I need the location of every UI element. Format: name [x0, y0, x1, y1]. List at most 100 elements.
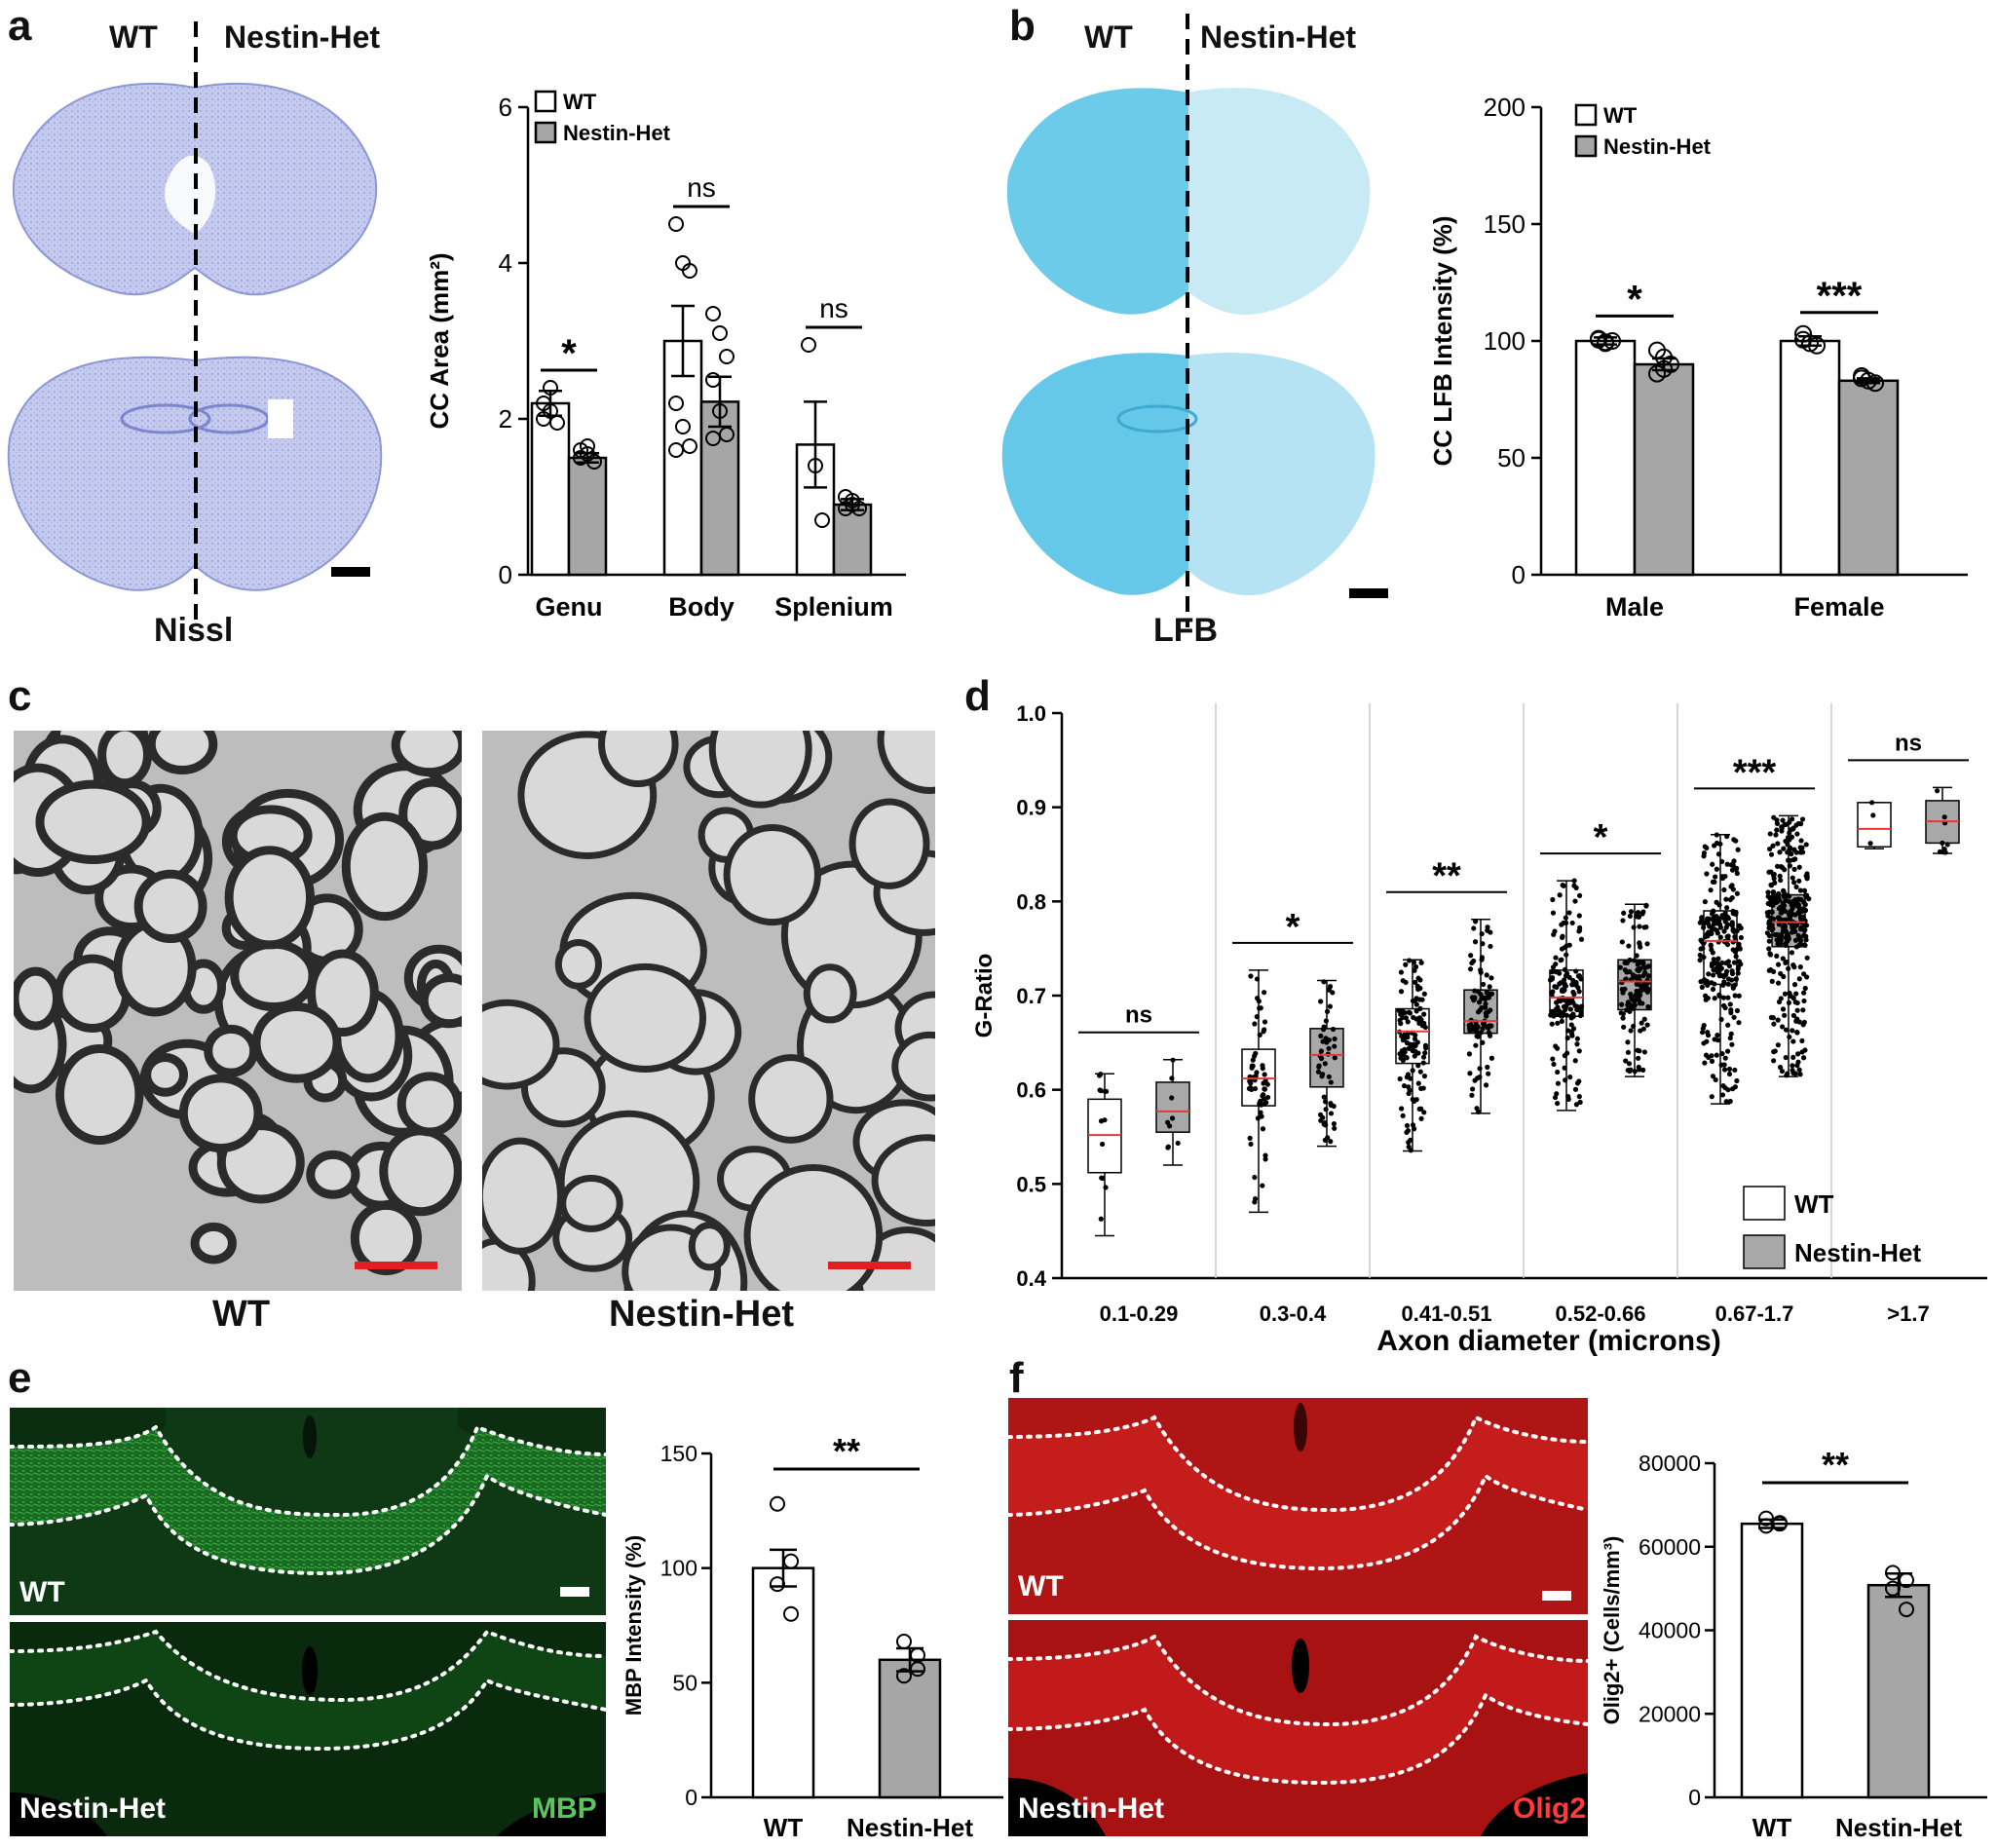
data-point: [1620, 918, 1626, 924]
data-point: [1775, 863, 1781, 869]
data-point: [1417, 1069, 1423, 1075]
data-point: [1316, 1063, 1322, 1069]
data-point: [1403, 962, 1409, 967]
significance-label: *: [561, 332, 577, 375]
data-point: [1766, 846, 1773, 852]
data-point: [1487, 984, 1492, 990]
data-point: [1778, 904, 1784, 910]
olig2-het-label: Nestin-Het: [1018, 1792, 1165, 1825]
data-point: [1566, 974, 1572, 980]
data-point: [1576, 913, 1582, 919]
data-point: [1248, 1080, 1254, 1086]
data-point: [1725, 1048, 1731, 1054]
data-point: [1262, 1086, 1268, 1092]
bar-wt: [751, 1566, 815, 1799]
olig2-marker-label: Olig2: [1513, 1792, 1587, 1825]
y-tick-label: 4: [499, 248, 512, 278]
data-point: [1768, 966, 1774, 973]
data-point: [1711, 957, 1716, 962]
data-point: [1735, 970, 1741, 976]
data-point: [1549, 1021, 1555, 1027]
legend-label: WT: [1603, 103, 1638, 128]
data-point: [1330, 990, 1336, 996]
data-point: [1550, 1056, 1556, 1062]
data-point: [1780, 817, 1786, 823]
data-point: [1262, 1027, 1267, 1033]
myelinated-axon: [391, 731, 462, 777]
data-point: [1554, 999, 1560, 1005]
data-point: [1868, 800, 1875, 806]
data-point: [1730, 985, 1736, 991]
data-point: [1804, 955, 1810, 961]
data-point: [1790, 1054, 1796, 1060]
data-point: [1640, 1026, 1646, 1032]
data-point: [1713, 1076, 1718, 1083]
data-point: [1578, 1008, 1584, 1014]
data-point: [1734, 870, 1740, 877]
data-point: [1559, 934, 1565, 941]
data-point: [1767, 831, 1773, 837]
myelinated-axon: [307, 949, 379, 1037]
myelinated-axon: [178, 1074, 263, 1153]
data-point: [1790, 1068, 1795, 1074]
data-point: [1481, 981, 1487, 988]
data-point: [1258, 1098, 1263, 1104]
panel-label-e: e: [8, 1354, 32, 1402]
data-point: [1771, 1021, 1777, 1027]
data-point: [1485, 927, 1490, 933]
data-point: [1412, 1036, 1418, 1042]
data-point: [1416, 1020, 1422, 1026]
data-point: [1724, 861, 1730, 867]
myelinated-axon: [55, 1044, 144, 1146]
bar-nestin-het-splenium: [832, 503, 873, 577]
data-point: [1718, 1016, 1724, 1023]
data-point: [1782, 924, 1789, 929]
data-point: [1165, 1119, 1171, 1125]
data-point: [1770, 1015, 1776, 1021]
panel-b-divider: [1186, 14, 1189, 627]
data-point: [1397, 1051, 1403, 1057]
data-point: [1618, 1010, 1624, 1016]
data-point: [1170, 1057, 1176, 1063]
data-point: [1644, 1022, 1650, 1028]
data-point: [1701, 954, 1707, 961]
y-tick-label: 200: [1484, 93, 1526, 122]
data-point: [1734, 1077, 1740, 1084]
data-point: [1328, 1111, 1335, 1116]
legend-swatch: [534, 90, 557, 113]
data-point: [1775, 894, 1782, 900]
data-point: [1564, 943, 1569, 949]
y-axis-label: MBP Intensity (%): [622, 1535, 646, 1716]
data-point: [1554, 984, 1560, 990]
data-point: [1621, 910, 1627, 916]
data-point: [1781, 846, 1787, 851]
data-point: [586, 454, 602, 470]
data-point: [1772, 1516, 1788, 1532]
data-point: [1885, 1580, 1901, 1597]
data-point: [1421, 1110, 1427, 1115]
data-point: [1476, 1109, 1482, 1115]
data-point: [1713, 874, 1718, 880]
data-point: [1407, 1010, 1413, 1016]
data-point: [1637, 960, 1642, 965]
data-point: [1549, 976, 1555, 982]
data-point: [1775, 915, 1782, 921]
data-point: [573, 450, 588, 466]
y-tick-label: 80000: [1639, 1451, 1701, 1476]
y-tick-label: 150: [1484, 209, 1526, 239]
data-point: [1471, 925, 1477, 931]
data-point: [1727, 1001, 1733, 1007]
data-point: [1791, 982, 1798, 988]
data-point: [1627, 913, 1633, 920]
data-point: [1469, 1092, 1475, 1098]
data-point: [1783, 1054, 1789, 1061]
data-point: [1641, 924, 1647, 930]
data-point: [1793, 884, 1799, 890]
data-point: [1702, 844, 1708, 849]
data-point: [1572, 1058, 1578, 1064]
data-point: [1708, 942, 1714, 948]
data-point: [1422, 1042, 1429, 1048]
data-point: [1472, 1077, 1478, 1083]
data-point: [1318, 1055, 1325, 1062]
data-point: [1731, 1014, 1737, 1020]
